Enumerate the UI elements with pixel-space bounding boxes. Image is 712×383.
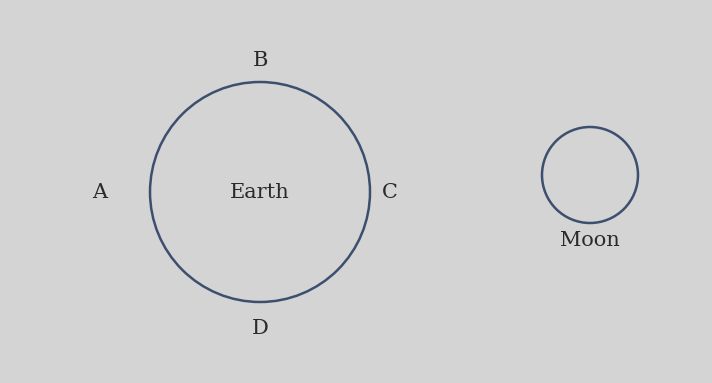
Text: D: D xyxy=(251,319,268,337)
Text: B: B xyxy=(252,51,268,69)
Text: A: A xyxy=(93,183,108,201)
Text: Moon: Moon xyxy=(560,231,620,249)
Text: C: C xyxy=(382,183,398,201)
Text: Earth: Earth xyxy=(230,183,290,201)
